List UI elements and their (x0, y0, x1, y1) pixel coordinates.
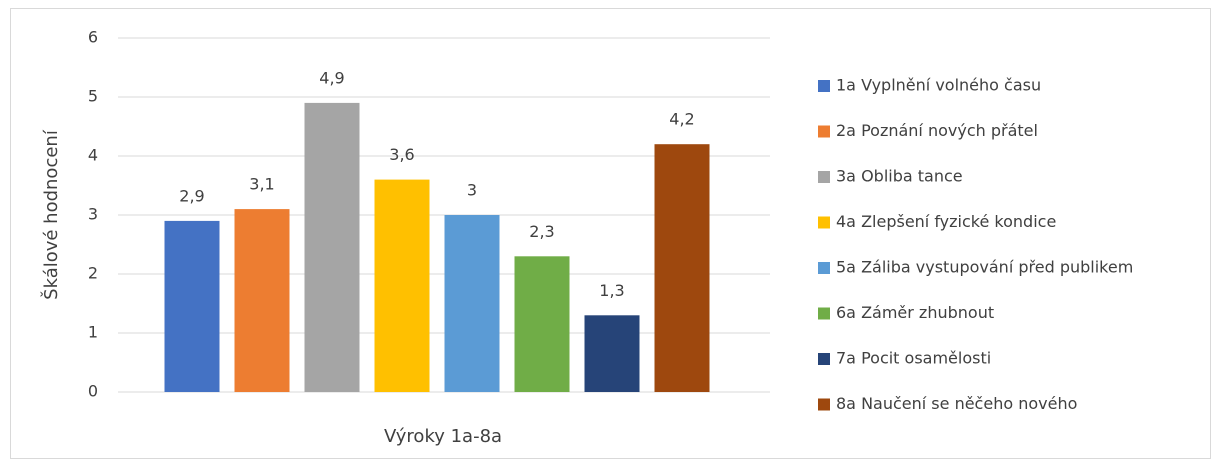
legend-swatch (818, 307, 830, 320)
legend-label: 7a Pocit osamělosti (836, 349, 991, 368)
y-tick-label: 3 (88, 205, 98, 224)
y-tick-label: 4 (88, 146, 98, 165)
bar (654, 144, 710, 392)
data-label: 3,1 (249, 175, 274, 194)
bar (304, 102, 360, 393)
data-label: 4,2 (669, 110, 694, 129)
data-label: 2,3 (529, 222, 554, 241)
legend-label: 1a Vyplnění volného času (836, 76, 1041, 95)
y-tick-label: 1 (88, 323, 98, 342)
legend-label: 3a Obliba tance (836, 167, 963, 186)
legend-swatch (818, 398, 830, 411)
legend-swatch (818, 125, 830, 138)
data-label: 4,9 (319, 68, 344, 87)
bar (584, 315, 640, 392)
legend-swatch (818, 80, 830, 92)
legend-label: 2a Poznání nových přátel (836, 121, 1038, 140)
legend-label: 4a Zlepšení fyzické kondice (836, 212, 1056, 231)
legend-swatch (818, 216, 830, 229)
y-tick-label: 5 (88, 87, 98, 106)
legend-swatch (818, 353, 830, 365)
data-label: 2,9 (179, 186, 204, 205)
x-axis-label: Výroky 1a-8a (384, 426, 502, 447)
legend-swatch (818, 262, 830, 274)
legend-label: 5a Záliba vystupování před publikem (836, 258, 1133, 277)
bar (234, 209, 290, 392)
data-label: 1,3 (599, 281, 624, 300)
legend-label: 6a Záměr zhubnout (836, 303, 994, 322)
legend-label: 8a Naučení se něčeho nového (836, 394, 1077, 413)
bar (514, 256, 570, 392)
y-tick-label: 6 (88, 28, 98, 47)
y-tick-label: 0 (88, 382, 98, 401)
bar (444, 215, 500, 392)
legend-swatch (818, 171, 830, 183)
data-label: 3,6 (389, 145, 414, 164)
bar (164, 220, 220, 392)
bar (374, 179, 430, 392)
data-label: 3 (467, 181, 477, 200)
y-tick-label: 2 (88, 264, 98, 283)
y-axis-label: Škálové hodnocení (40, 129, 62, 300)
